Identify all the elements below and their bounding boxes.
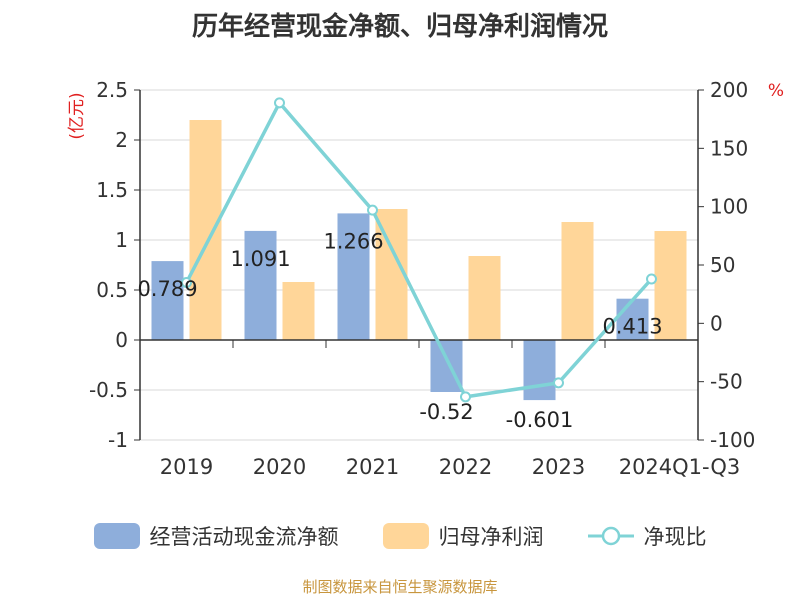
x-tick-label: 2024Q1-Q3 (619, 455, 741, 479)
y-right-tick-label: 150 (710, 136, 748, 160)
line-ratio-point (646, 273, 657, 285)
source-note: 制图数据来自恒生聚源数据库 (302, 578, 498, 596)
data-label-cashflow: 0.413 (602, 315, 662, 339)
y-left-tick-label: 1.5 (96, 178, 128, 202)
y-left-tick-label: 2.5 (96, 78, 128, 102)
x-tick-label: 2019 (160, 455, 213, 479)
bar-cashflow (337, 213, 370, 340)
legend-item-ratio[interactable]: 净现比 (587, 521, 707, 551)
x-tick-label: 2023 (532, 455, 585, 479)
bar-profit (282, 282, 315, 340)
x-tick-label: 2020 (253, 455, 306, 479)
y-right-tick-label: 100 (710, 195, 748, 219)
data-label-cashflow: -0.601 (506, 408, 574, 432)
y-left-tick-label: 0 (115, 328, 128, 352)
x-tick-label: 2021 (346, 455, 399, 479)
legend-label-cashflow: 经营活动现金流净额 (149, 525, 339, 549)
y-left-tick-label: -0.5 (89, 378, 128, 402)
y-left-tick-label: -1 (108, 428, 128, 452)
y-right-unit: % (768, 81, 784, 101)
line-ratio-point (181, 277, 192, 288)
chart-title: 历年经营现金净额、归母净利润情况 (191, 12, 608, 42)
chart-plot: 2.5 2 1.5 1 0.5 0 -0.5 -1 200 150 100 50 0 -50 -100 (亿元… (67, 78, 784, 479)
bar-cashflow (616, 298, 649, 340)
data-label-cashflow: -0.52 (419, 400, 473, 424)
bar-profit (189, 120, 222, 340)
bar-cashflow (151, 261, 184, 340)
legend-label-profit: 归母净利润 (438, 525, 544, 549)
bar-cashflow (244, 230, 277, 340)
y-left-unit: (亿元) (67, 92, 87, 139)
legend-item-cashflow[interactable]: 经营活动现金流净额 (93, 521, 339, 551)
y-left-tick-label: 0.5 (96, 278, 128, 302)
legend-label-ratio: 净现比 (643, 525, 707, 549)
legend-swatch-ratio (587, 526, 634, 546)
data-label-cashflow: 1.091 (230, 247, 290, 271)
line-ratio-point (274, 97, 285, 109)
legend-swatch-profit (382, 523, 429, 549)
y-right-tick-label: -50 (710, 370, 743, 394)
bar-profit (468, 256, 501, 340)
legend-item-profit[interactable]: 归母净利润 (382, 521, 544, 551)
line-ratio-point (460, 391, 471, 403)
data-label-cashflow: 0.789 (137, 277, 197, 301)
y-right-tick-label: -100 (710, 428, 755, 452)
y-left-tick-label: 2 (115, 128, 128, 152)
line-ratio-point (553, 377, 564, 389)
bar-profit (375, 209, 408, 340)
y-right-tick-label: 200 (710, 78, 748, 102)
y-right-tick-label: 0 (710, 311, 723, 335)
y-right-tick-label: 50 (710, 253, 735, 277)
legend-swatch-cashflow (93, 523, 140, 549)
bar-profit (654, 231, 687, 340)
x-tick-label: 2022 (439, 455, 492, 479)
data-label-cashflow: 1.266 (323, 229, 383, 253)
y-left-tick-label: 1 (115, 228, 128, 252)
bar-profit (561, 222, 594, 340)
line-ratio (184, 101, 653, 399)
legend: 经营活动现金流净额 归母净利润 净现比 (0, 516, 800, 556)
line-ratio-point (367, 204, 378, 216)
bar-cashflow (523, 340, 556, 401)
